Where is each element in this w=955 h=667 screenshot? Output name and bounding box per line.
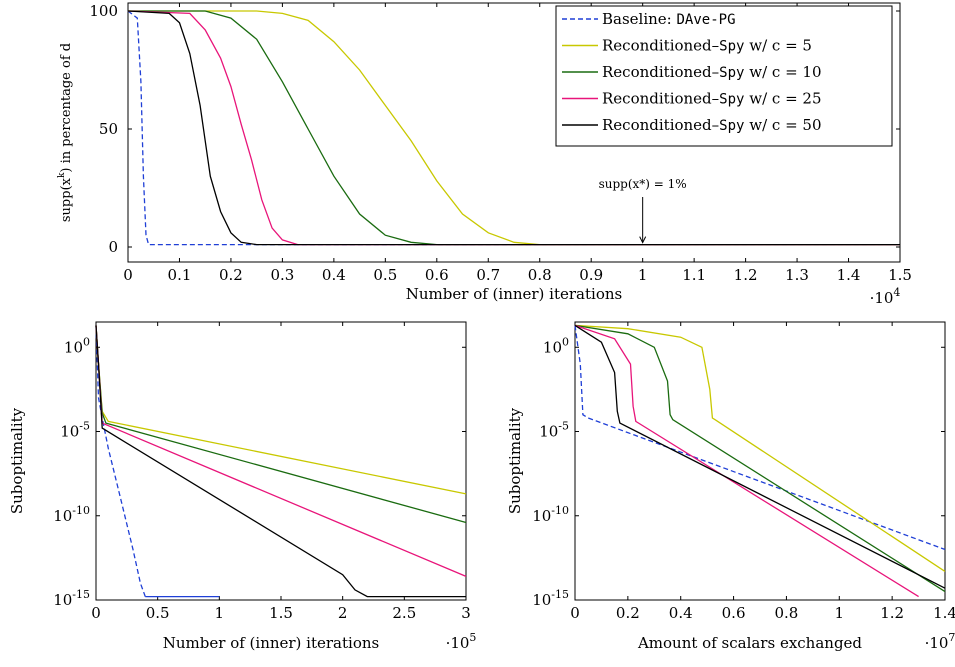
x-tick-label: 0.5 [373, 266, 397, 284]
x-tick-label: 0.8 [528, 266, 552, 284]
x-tick-label: 0.4 [669, 604, 693, 622]
x-tick-label: 1 [215, 604, 225, 622]
y-tick-label: 0 [108, 238, 118, 256]
x-multiplier: ·105 [446, 631, 477, 652]
legend: Baseline: DAve-PG Reconditioned–Spy w/ c … [555, 5, 893, 147]
x-tick-label: 1.4 [837, 266, 861, 284]
y-tick-label: 10-10 [532, 504, 569, 525]
series-line [95, 325, 146, 597]
x-tick-label: 0.6 [722, 604, 746, 622]
plot-frame [574, 321, 946, 601]
x-tick-label: 1 [835, 604, 845, 622]
legend-entry: Reconditioned–Spy w/ c = 50 [602, 116, 822, 134]
x-tick-label: 1 [638, 266, 648, 284]
legend-entry: Baseline: DAve-PG [602, 10, 736, 28]
y-tick-label: 10-15 [53, 588, 90, 609]
series-line [574, 325, 946, 551]
y-tick-label: 10-5 [539, 420, 569, 441]
series-line [574, 324, 946, 589]
y-tick-label: 10-10 [53, 504, 90, 525]
series-line [127, 10, 900, 246]
legend-entry: Reconditioned–Spy w/ c = 25 [602, 90, 822, 108]
x-tick-label: 0 [91, 604, 101, 622]
x-axis-label: Number of (inner) iterations [406, 285, 622, 303]
x-tick-label: 1.1 [682, 266, 706, 284]
y-tick-label: 100 [543, 335, 569, 356]
chart-panel-3: 0 0.2 0.4 0.6 0.8 1 1.2 1.4 Amount of scalars ex… [506, 321, 955, 652]
y-axis-label: supp(xk) in percentage of d [57, 43, 74, 222]
x-tick-label: 0.7 [476, 266, 500, 284]
chart-panel-2: 0 0.5 1 1.5 2 2.5 3 Number of (inner) iteration… [8, 321, 477, 652]
x-tick-label: 3 [461, 604, 471, 622]
x-axis-label: Amount of scalars exchanged [637, 634, 862, 652]
y-tick-label: 100 [64, 335, 90, 356]
x-tick-label: 0.2 [616, 604, 640, 622]
y-axis-label: Suboptimality [8, 407, 26, 514]
legend-entry: Reconditioned–Spy w/ c = 10 [602, 63, 822, 81]
series-line [127, 10, 900, 246]
x-tick-label: 2.5 [392, 604, 416, 622]
series-line [128, 10, 900, 246]
x-tick-label: 2 [338, 604, 348, 622]
x-tick-label: 0.1 [168, 266, 192, 284]
x-tick-label: 1.5 [888, 266, 912, 284]
x-tick-label: 0 [570, 604, 580, 622]
series-line [574, 324, 946, 593]
plot-frame [127, 2, 901, 263]
x-tick-label: 0.9 [579, 266, 603, 284]
annotation-arrowhead [639, 236, 647, 244]
y-tick-label: 100 [89, 2, 118, 20]
chart-panel-1: 0 0.1 0.2 0.3 0.4 0.5 0.6 0.7 0.8 0.9 1 1.1 1.2 1.3 1.… [57, 2, 912, 307]
x-tick-label: 1.2 [734, 266, 758, 284]
x-multiplier: ·107 [925, 631, 955, 652]
series-line [95, 325, 467, 524]
series-line [95, 325, 466, 598]
x-tick-label: 0 [123, 266, 133, 284]
x-tick-label: 0.4 [322, 266, 346, 284]
legend-frame [555, 5, 893, 147]
x-tick-label: 1.3 [785, 266, 809, 284]
x-tick-label: 0.6 [425, 266, 449, 284]
series-line [95, 325, 467, 495]
x-tick-label: 0.8 [774, 604, 798, 622]
series-line [128, 10, 900, 246]
annotation-label: supp(x*) = 1% [599, 177, 687, 191]
y-axis-label: Suboptimality [506, 407, 524, 514]
x-tick-label: 0.5 [146, 604, 170, 622]
legend-entry: Reconditioned–Spy w/ c = 5 [602, 37, 812, 55]
x-tick-label: 1.2 [880, 604, 904, 622]
x-tick-label: 0.3 [270, 266, 294, 284]
x-axis-label: Number of (inner) iterations [163, 634, 379, 652]
series-line [95, 325, 467, 577]
x-tick-label: 0.2 [219, 266, 243, 284]
series-line [574, 324, 946, 572]
x-tick-label: 1.5 [269, 604, 293, 622]
y-tick-label: 10-15 [532, 588, 569, 609]
plot-frame [95, 321, 467, 601]
y-tick-label: 50 [99, 120, 118, 138]
x-tick-label: 1.4 [933, 604, 955, 622]
y-tick-label: 10-5 [60, 420, 90, 441]
series-line [127, 10, 900, 246]
x-multiplier: ·104 [870, 286, 901, 307]
series-line [574, 324, 919, 598]
